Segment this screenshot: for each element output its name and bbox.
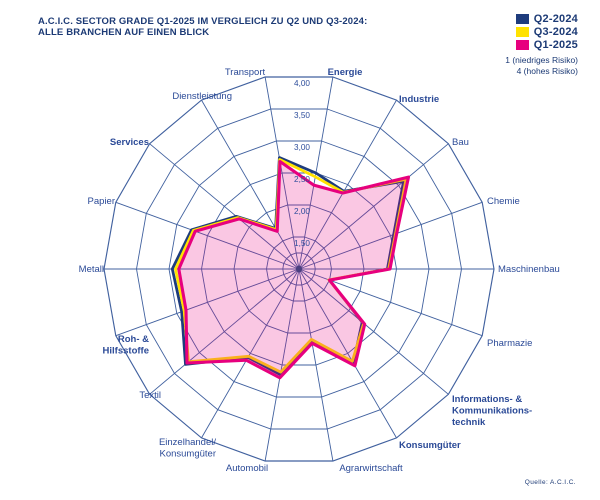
legend-item-q1-2025: Q1-2025 bbox=[505, 39, 578, 51]
radial-tick-label: 1,50 bbox=[294, 239, 310, 248]
grid-spoke bbox=[149, 268, 300, 395]
chart-title-line1: A.C.I.C. SECTOR GRADE Q1-2025 IM VERGLEI… bbox=[38, 16, 368, 27]
radar-grid bbox=[103, 76, 495, 462]
chart-title-line2: ALLE BRANCHEN AUF EINEN BLICK bbox=[38, 27, 210, 38]
grid-spoke bbox=[201, 99, 300, 270]
risk-scale-note-low: 1 (niedriges Risiko) bbox=[505, 55, 578, 65]
axis-label: Papier bbox=[88, 196, 115, 207]
axis-label: Maschinenbau bbox=[498, 264, 560, 275]
source-note: Quelle: A.C.I.C. bbox=[524, 479, 576, 486]
grid-spoke bbox=[115, 268, 300, 337]
axis-label: Energie bbox=[328, 67, 363, 78]
axis-label: Pharmazie bbox=[487, 338, 532, 349]
axis-label: Transport bbox=[225, 67, 266, 78]
axis-label: Metall bbox=[79, 264, 104, 275]
legend: Q2-2024 Q3-2024 Q1-2025 1 (niedriges Ris… bbox=[505, 13, 578, 76]
axis-label: Konsumgüter bbox=[399, 440, 461, 451]
axis-label: Bau bbox=[452, 137, 469, 148]
grid-spoke bbox=[115, 201, 300, 270]
grid-spoke bbox=[298, 268, 334, 462]
axis-label: Dienstleistung bbox=[172, 91, 232, 102]
legend-swatch-q1-2025 bbox=[515, 40, 529, 50]
axis-label: Agrarwirtschaft bbox=[339, 463, 403, 474]
grid-spoke bbox=[264, 76, 300, 270]
grid-spoke bbox=[298, 268, 397, 439]
axis-label: Einzelhandel/Konsumgüter bbox=[159, 437, 216, 460]
radial-tick-label: 2,00 bbox=[294, 207, 310, 216]
grid-spoke bbox=[149, 143, 300, 270]
risk-scale-note-high: 4 (hohes Risiko) bbox=[516, 65, 578, 76]
axis-label: Industrie bbox=[399, 94, 439, 105]
axis-labels: Energie Industrie Bau Chemie Maschinenbau Pha… bbox=[79, 67, 560, 474]
radial-ticks: 4,00 3,50 3,00 2,50 2,00 1,50 bbox=[294, 79, 310, 248]
legend-label: Q1-2025 bbox=[533, 39, 578, 51]
radial-tick-label: 3,50 bbox=[294, 111, 310, 120]
radar-series bbox=[170, 156, 411, 380]
axis-label: Informations- & Kommunikations-technik bbox=[452, 394, 532, 428]
grid-spoke bbox=[298, 99, 397, 270]
radial-tick-label: 3,00 bbox=[294, 143, 310, 152]
risk-scale-note: 1 (niedriges Risiko) 4 (hohes Risiko) bbox=[505, 55, 578, 76]
chart-title: A.C.I.C. SECTOR GRADE Q1-2025 IM VERGLEI… bbox=[38, 16, 367, 38]
grid-spoke bbox=[298, 143, 449, 270]
center-dot bbox=[295, 265, 303, 273]
grid-spoke bbox=[264, 268, 300, 462]
axis-label: Services bbox=[110, 137, 149, 148]
legend-item-q2-2024: Q2-2024 bbox=[505, 13, 578, 25]
legend-swatch-q2-2024 bbox=[515, 14, 529, 24]
axis-label: Chemie bbox=[487, 196, 520, 207]
grid-spoke bbox=[298, 201, 483, 270]
series-q1-2025 bbox=[177, 159, 411, 380]
legend-item-q3-2024: Q3-2024 bbox=[505, 26, 578, 38]
radial-tick-label: 4,00 bbox=[294, 79, 310, 88]
axis-label: Automobil bbox=[226, 463, 268, 474]
legend-label: Q3-2024 bbox=[533, 26, 578, 38]
series-q2-2024 bbox=[170, 156, 406, 377]
axis-label: Textil bbox=[139, 390, 161, 401]
grid-spoke bbox=[298, 268, 449, 395]
grid-spoke bbox=[201, 268, 300, 439]
legend-swatch-q3-2024 bbox=[515, 27, 529, 37]
axis-label: Roh- & Hilfsstoffe bbox=[103, 334, 150, 357]
radial-tick-label: 2,50 bbox=[294, 175, 310, 184]
legend-label: Q2-2024 bbox=[533, 13, 578, 25]
